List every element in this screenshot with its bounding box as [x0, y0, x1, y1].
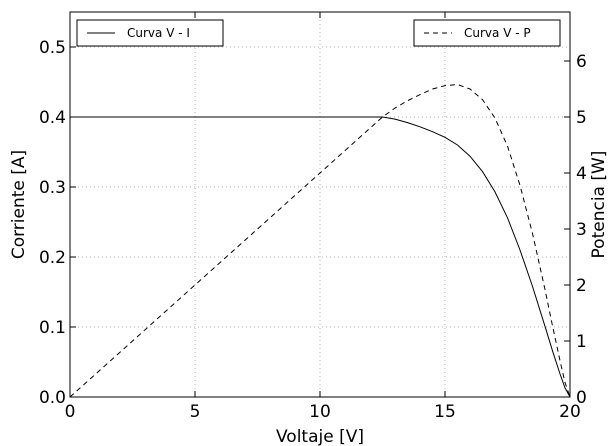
grid [70, 12, 570, 397]
legend-label: Curva V - I [127, 26, 190, 40]
series-line-current [70, 116, 571, 398]
x-tick-label: 0 [65, 402, 76, 422]
y2-tick-label: 6 [576, 52, 587, 72]
series-layer [69, 84, 571, 398]
y2-tick-label: 5 [576, 108, 587, 128]
y2-tick-label: 1 [576, 332, 587, 352]
y-axis-label: Corriente [A] [9, 150, 29, 259]
y-tick-label: 0.1 [39, 318, 66, 338]
x-tick-label: 20 [559, 402, 581, 422]
y-tick-label: 0.4 [39, 108, 66, 128]
y2-tick-label: 4 [576, 164, 587, 184]
x-tick-label: 10 [309, 402, 331, 422]
y2-tick-label: 2 [576, 276, 587, 296]
series-line-power [69, 84, 571, 398]
y-tick-label: 0.3 [39, 178, 66, 198]
x-tick-label: 5 [190, 402, 201, 422]
legend-label: Curva V - P [464, 26, 531, 40]
legend: Curva V - I Curva V - P [76, 19, 561, 47]
y-tick-label: 0.5 [39, 38, 66, 58]
y2-tick-label: 0 [576, 388, 587, 408]
y2-tick-label: 3 [576, 220, 587, 240]
x-tick-label: 15 [434, 402, 456, 422]
y-tick-label: 0.2 [39, 248, 66, 268]
y-tick-label: 0.0 [39, 388, 66, 408]
ticks: 0 5 10 15 20 0.0 0.1 0.2 0.3 0.4 0.5 0 1 2 3 4 5 6 [39, 12, 587, 422]
legend-box [413, 19, 561, 47]
y2-axis-label: Potencia [W] [589, 151, 609, 259]
x-axis-label: Voltaje [V] [276, 427, 364, 446]
